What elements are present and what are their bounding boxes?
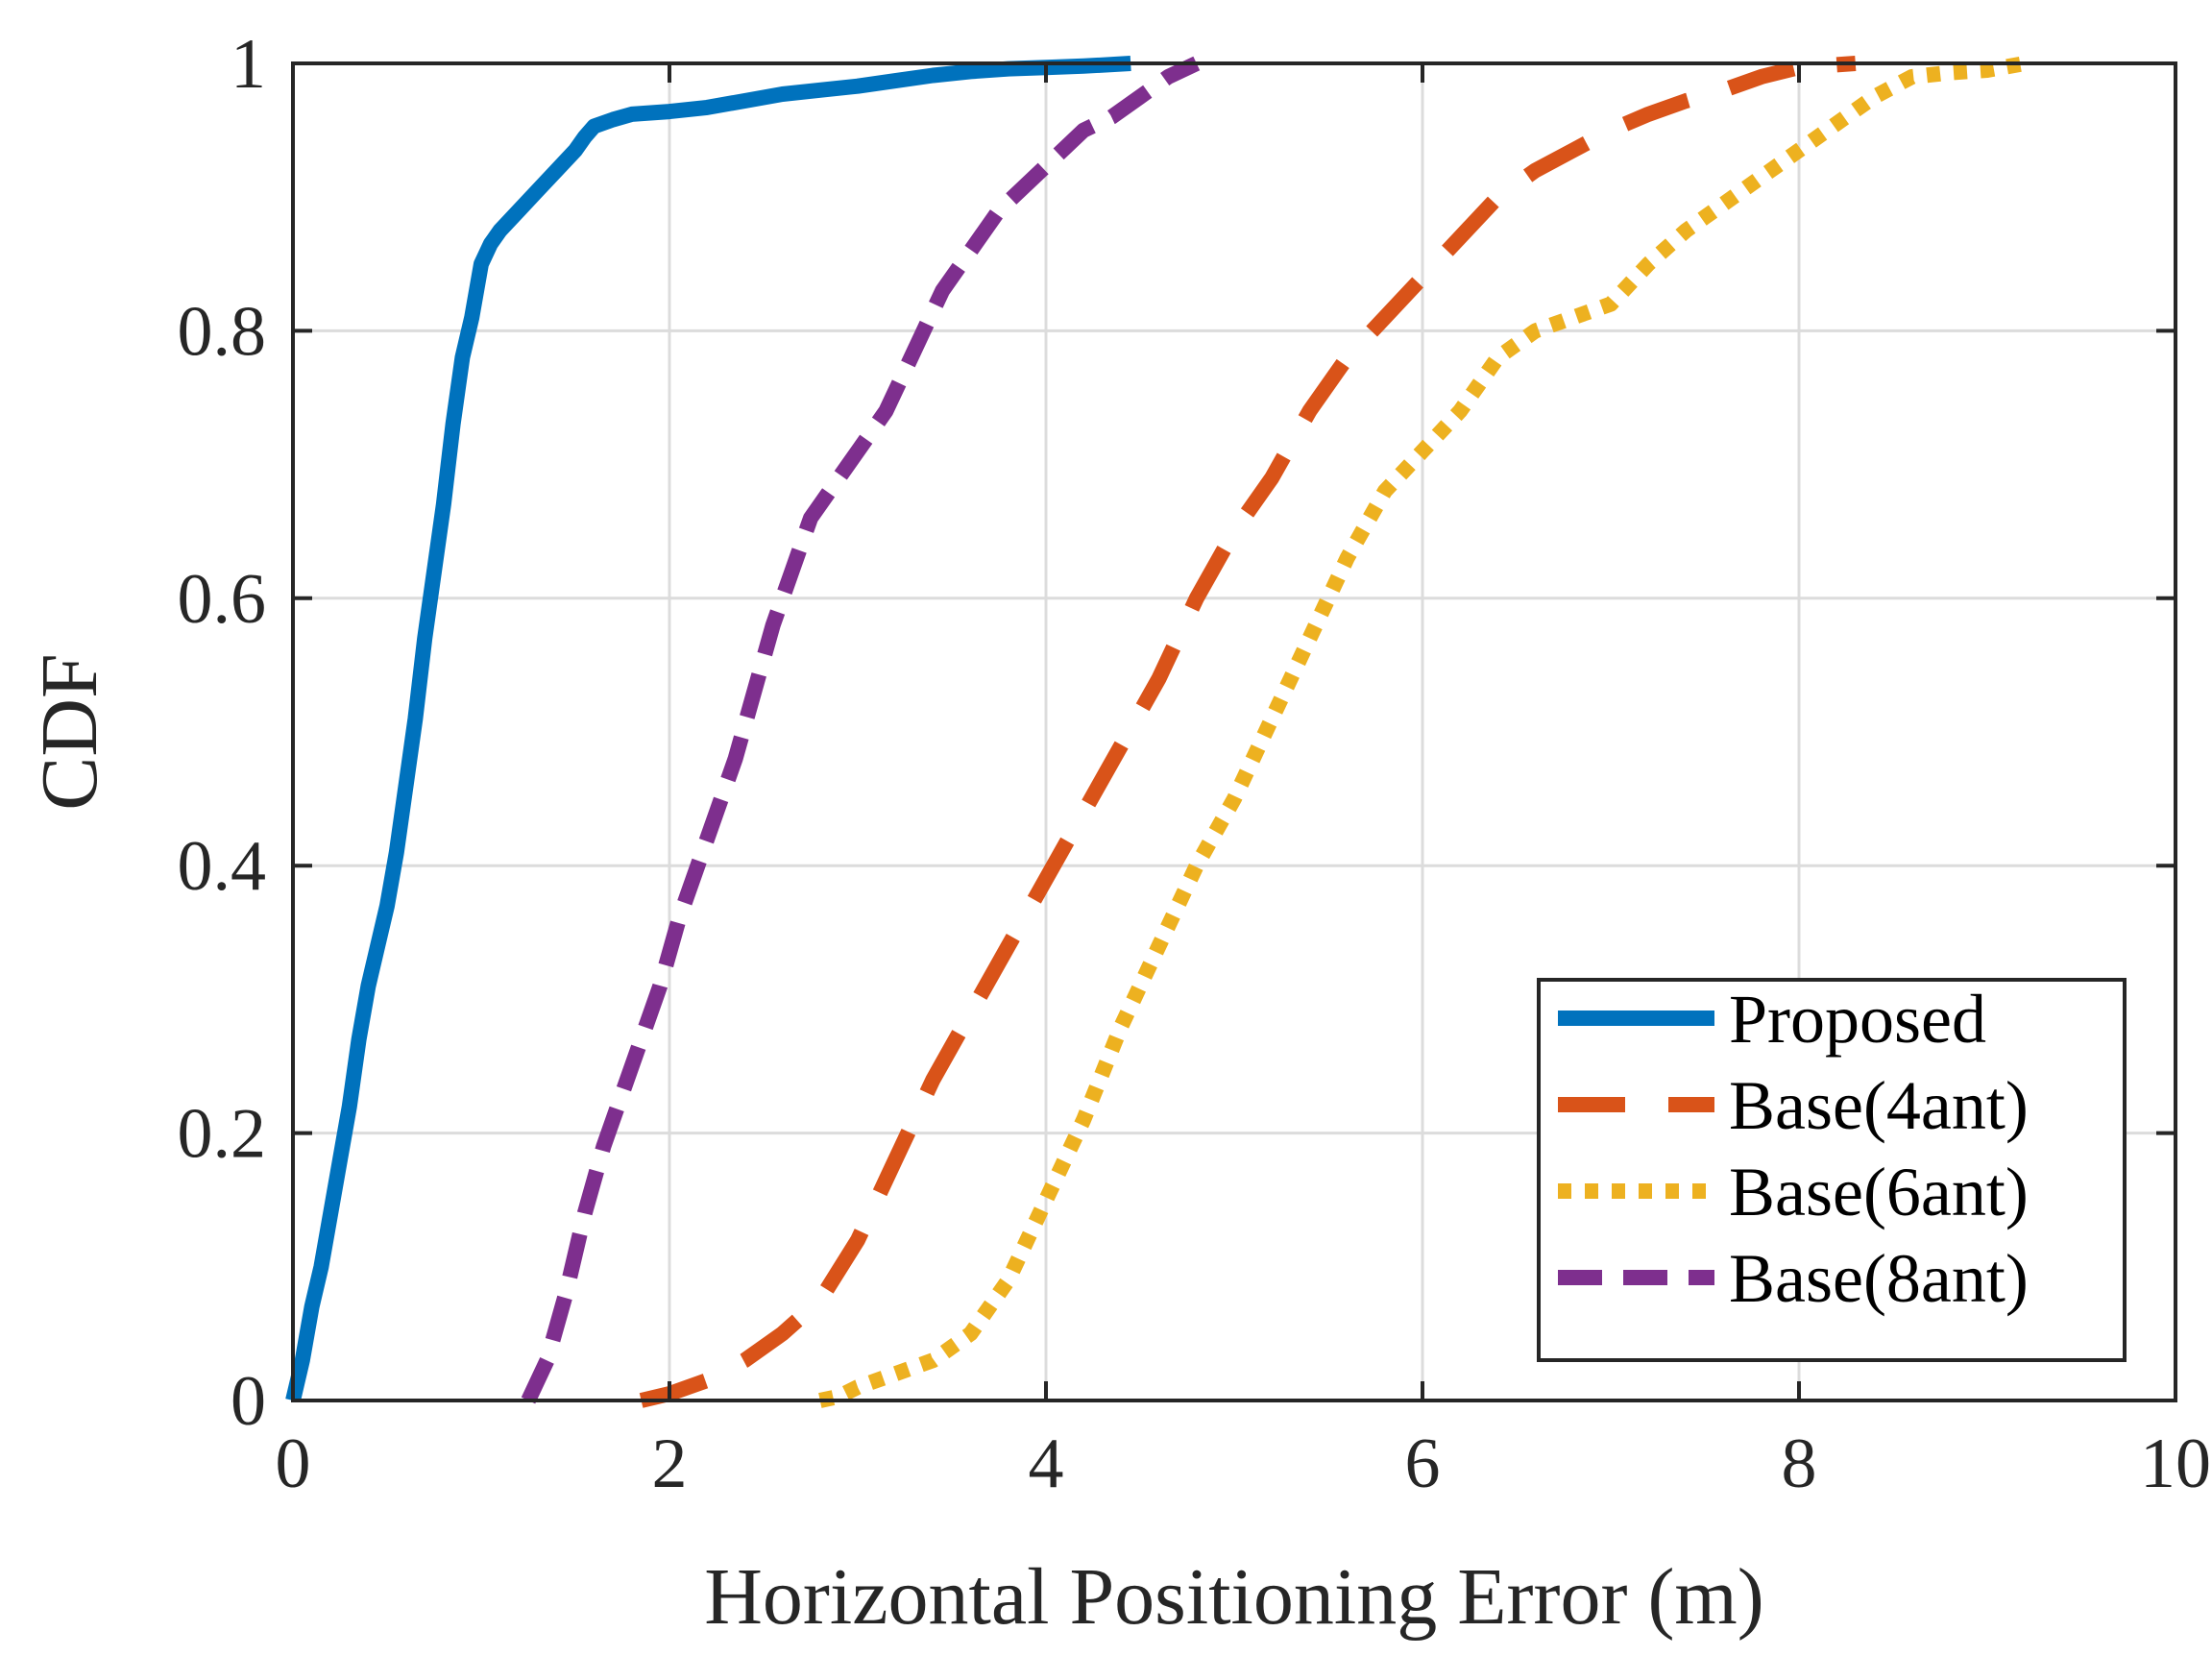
- series-line-3: [521, 56, 1201, 1404]
- legend-label-1: Base(4ant): [1729, 1067, 2029, 1144]
- tick-labels: 0 2 4 6 8 10 0 0.2 0.4 0.6 0.8 1: [178, 25, 2212, 1503]
- legend-label-2: Base(6ant): [1729, 1154, 2029, 1230]
- series-group: [285, 56, 2027, 1408]
- y-axis-label: CDF: [25, 653, 114, 810]
- legend-label-3: Base(8ant): [1729, 1240, 2029, 1317]
- y-tick-label: 0.2: [178, 1095, 267, 1174]
- x-tick-label: 6: [1405, 1425, 1441, 1503]
- series-line-2: [818, 56, 2027, 1408]
- legend-box: [1537, 978, 2127, 1362]
- y-tick-label: 0: [231, 1362, 266, 1441]
- legend: Proposed Base(4ant) Base(6ant) Base(8ant): [1537, 978, 2127, 1362]
- plot-area-frame: [291, 61, 2177, 1402]
- x-axis-label: Horizontal Positioning Error (m): [704, 1552, 1763, 1642]
- y-tick-label: 1: [231, 25, 266, 104]
- x-tick-label: 4: [1029, 1425, 1064, 1503]
- x-tick-label: 2: [652, 1425, 688, 1503]
- axis-ticks: [291, 61, 2177, 1402]
- series-line-0: [285, 56, 1131, 1402]
- x-tick-label: 8: [1782, 1425, 1817, 1503]
- y-tick-label: 0.8: [178, 292, 267, 371]
- x-tick-label: 0: [276, 1425, 311, 1503]
- legend-label-0: Proposed: [1729, 981, 1986, 1058]
- x-tick-label: 10: [2140, 1425, 2211, 1503]
- series-line-1: [639, 56, 1857, 1408]
- y-tick-label: 0.6: [178, 560, 267, 639]
- y-tick-label: 0.4: [178, 827, 267, 906]
